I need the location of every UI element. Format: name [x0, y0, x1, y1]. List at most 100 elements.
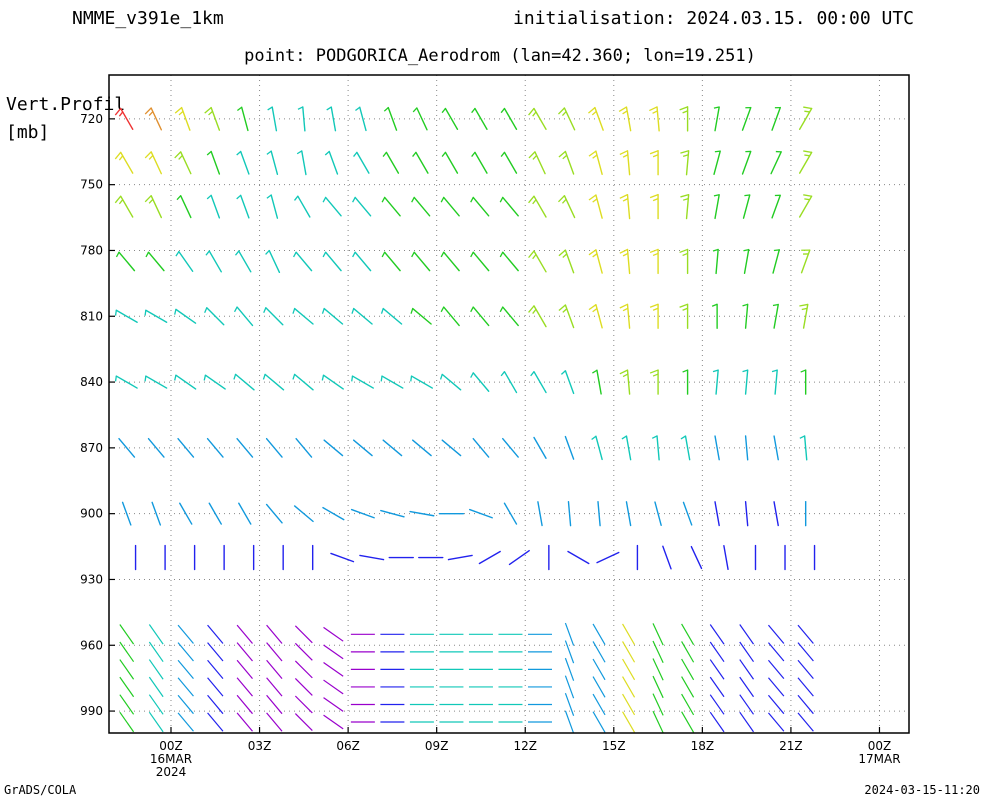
wind-barb [412, 107, 428, 131]
barb-feather [651, 435, 658, 439]
barb-shaft [121, 501, 132, 526]
wind-barb [204, 307, 225, 326]
barb-shaft [443, 306, 460, 327]
wind-barb [412, 439, 432, 457]
low-level-streak [592, 711, 606, 733]
low-level-streak [207, 624, 224, 644]
barb-shaft [352, 439, 373, 457]
wind-barb [234, 250, 252, 273]
wind-barb [175, 250, 194, 272]
wind-barb [322, 506, 345, 521]
barb-shaft [563, 107, 576, 131]
barb-shaft [714, 435, 720, 461]
low-level-streak [681, 711, 695, 733]
wind-barb [621, 435, 632, 461]
barb-feather [619, 303, 628, 309]
low-level-streak [652, 693, 664, 716]
barb-shaft [239, 194, 250, 219]
barb-shaft [503, 370, 518, 394]
barb-feather [178, 155, 183, 160]
barb-feather [441, 151, 446, 157]
barb-feather [324, 150, 330, 156]
wind-barb [680, 435, 691, 461]
barb-feather [293, 195, 299, 201]
low-level-streak [148, 659, 164, 680]
barb-feather [114, 195, 122, 204]
barb-feather [652, 154, 659, 158]
barb-feather [148, 155, 154, 160]
low-level-streak [709, 624, 725, 645]
barb-feather [799, 435, 805, 439]
wind-barb [680, 150, 690, 176]
wind-barb [528, 250, 547, 273]
axis-ticks: 72075078081084087090093096099000Z16MAR20… [80, 112, 900, 779]
barb-shaft [742, 194, 751, 219]
barb-shaft [208, 250, 222, 273]
barb-feather [743, 248, 749, 252]
barb-feather [560, 370, 566, 375]
low-level-streak [592, 676, 606, 698]
wind-barb [557, 107, 576, 131]
wind-barb [770, 150, 782, 175]
low-level-streak [207, 659, 224, 679]
barb-shaft [380, 509, 405, 518]
wind-barb [176, 195, 192, 219]
barb-shaft [723, 545, 729, 571]
barb-shaft [472, 251, 490, 272]
barb-feather [622, 110, 628, 115]
low-level-streak [564, 675, 575, 699]
barb-feather [713, 194, 720, 197]
wind-barb [800, 369, 807, 395]
wind-barb [236, 150, 250, 175]
grid-lines [109, 75, 909, 733]
low-level-streak [767, 712, 785, 732]
low-level-streak [323, 697, 344, 712]
wind-barb [528, 305, 547, 328]
barb-shaft [177, 437, 195, 458]
barb-shaft [567, 550, 590, 565]
barb-shaft [383, 196, 401, 217]
y-axis-unit-label: [mb] [6, 122, 50, 143]
barb-feather [263, 307, 267, 313]
barb-shaft [115, 375, 138, 389]
barb-feather [679, 106, 688, 111]
low-level-streak [236, 659, 253, 679]
wind-barb [471, 151, 488, 174]
low-level-streak [177, 677, 194, 697]
barb-feather [470, 251, 474, 258]
low-level-streak [739, 711, 755, 733]
barb-shaft [713, 150, 721, 176]
wind-barb [771, 369, 778, 395]
wind-barb [588, 194, 603, 219]
wind-barb [206, 194, 221, 219]
barb-shaft [322, 506, 345, 521]
wind-barb [682, 501, 693, 526]
wind-barb [265, 503, 283, 524]
barb-feather [470, 197, 474, 203]
barb-feather [440, 197, 445, 203]
wind-barb [297, 106, 306, 132]
wind-barb [144, 375, 168, 389]
wind-barb [267, 106, 278, 132]
low-level-streak [177, 624, 194, 644]
wind-barb [322, 196, 342, 217]
barb-feather [266, 194, 272, 199]
barb-shaft [443, 196, 460, 217]
low-level-streak [294, 625, 313, 644]
barb-feather [236, 150, 242, 156]
barb-shaft [330, 552, 355, 563]
low-level-streak [739, 694, 755, 715]
barb-shaft [508, 549, 530, 566]
wind-barb [151, 501, 162, 526]
barb-shaft [798, 107, 813, 130]
barb-shaft [264, 373, 285, 391]
wind-barb [321, 374, 344, 390]
barb-feather [236, 194, 242, 200]
wind-barbs [114, 106, 816, 571]
barb-feather [118, 155, 124, 161]
wind-barb [499, 251, 519, 272]
barb-shaft [596, 369, 602, 395]
barb-feather [266, 150, 272, 155]
wind-barb [352, 251, 372, 272]
barb-shaft [595, 249, 603, 274]
